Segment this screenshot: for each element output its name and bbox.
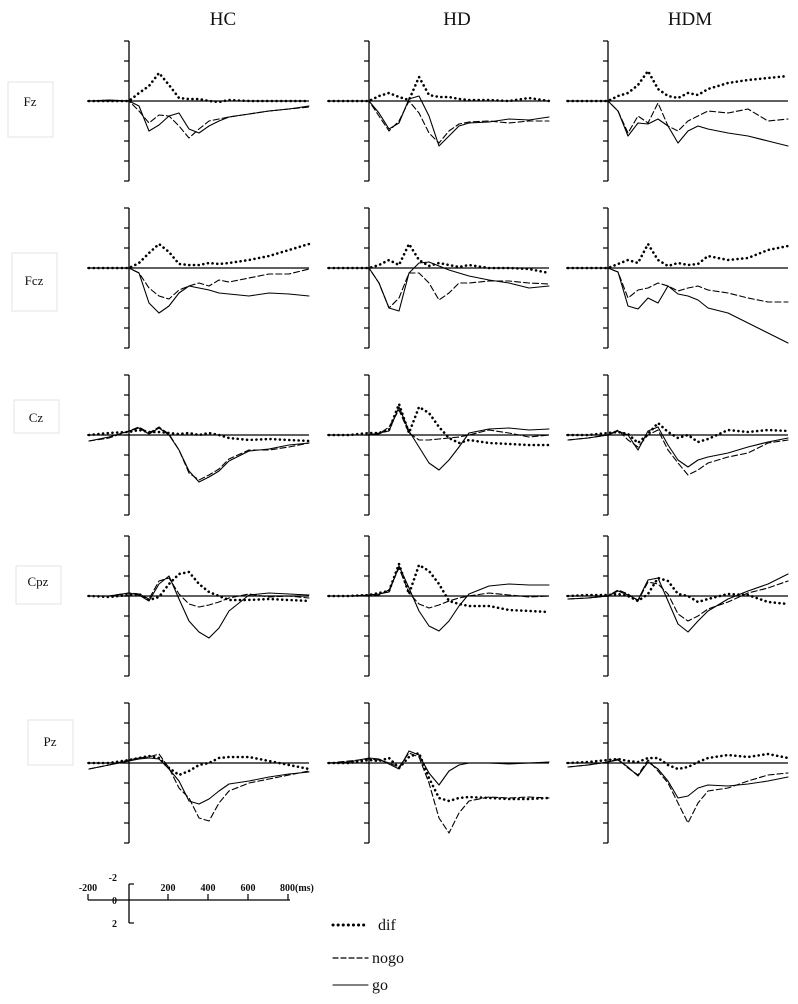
- panel-grid: [87, 40, 790, 844]
- row-label-fz: Fz: [7, 81, 54, 138]
- trace-nogo-fz-hdm: [567, 100, 789, 134]
- legend: dif nogo go: [331, 917, 404, 994]
- scale-x-label: 600: [241, 883, 256, 894]
- trace-dif-fz-hdm: [566, 69, 790, 103]
- row-label-pz-text: Pz: [44, 734, 57, 749]
- trace-go-pz-hd: [328, 750, 550, 786]
- trace-go-fcz-hc: [88, 267, 310, 314]
- row-label-fz-text: Fz: [24, 94, 37, 109]
- trace-nogo-fcz-hd: [328, 267, 550, 309]
- trace-dif-cz-hdm: [566, 421, 790, 445]
- panel-fz-hc: [87, 40, 311, 182]
- legend-label-nogo: nogo: [372, 950, 404, 967]
- trace-dif-pz-hc: [87, 754, 311, 777]
- panel-fcz-hc: [87, 207, 311, 349]
- trace-dif-pz-hd: [327, 751, 551, 803]
- panel-fz-hd: [327, 40, 551, 182]
- row-label-pz: Pz: [27, 719, 74, 766]
- trace-dif-fcz-hd: [327, 242, 551, 275]
- trace-dif-fcz-hc: [87, 242, 311, 270]
- trace-go-fz-hc: [88, 99, 310, 134]
- panel-pz-hdm: [566, 702, 790, 844]
- panel-fz-hdm: [566, 40, 790, 182]
- panel-pz-hd: [327, 702, 551, 844]
- trace-go-cz-hc: [88, 427, 310, 483]
- panel-fcz-hd: [327, 207, 551, 349]
- trace-nogo-fcz-hdm: [567, 267, 789, 303]
- trace-go-cpz-hdm: [567, 573, 789, 633]
- panel-cpz-hdm: [566, 535, 790, 677]
- trace-nogo-cz-hdm: [567, 429, 789, 476]
- trace-dif-cpz-hdm: [566, 576, 790, 606]
- trace-nogo-fcz-hc: [88, 267, 310, 300]
- scale-bar: -200 200 400 600 800(ms) -2 0 2: [79, 873, 314, 930]
- trace-go-cz-hdm: [567, 426, 789, 468]
- scale-x-label: 800(ms): [280, 883, 314, 894]
- legend-label-dif: dif: [378, 917, 396, 934]
- scale-y-label: 2: [112, 919, 117, 930]
- panel-pz-hc: [87, 702, 311, 844]
- scale-x-label: 400: [201, 883, 216, 894]
- trace-go-pz-hdm: [567, 759, 789, 799]
- trace-go-fcz-hdm: [567, 267, 789, 344]
- trace-dif-cz-hc: [87, 428, 311, 443]
- trace-dif-fz-hc: [87, 71, 311, 104]
- row-label-fcz-text: Fcz: [25, 273, 44, 288]
- scale-x-label: -200: [79, 883, 97, 894]
- row-label-cz: Cz: [13, 399, 60, 434]
- trace-go-fcz-hd: [328, 261, 550, 312]
- panel-cz-hc: [87, 374, 311, 516]
- trace-nogo-cpz-hd: [328, 567, 550, 609]
- trace-dif-cpz-hc: [87, 570, 311, 603]
- trace-nogo-fz-hd: [328, 100, 550, 144]
- trace-dif-pz-hdm: [566, 752, 790, 771]
- trace-nogo-cz-hd: [328, 409, 550, 441]
- trace-nogo-pz-hc: [88, 753, 310, 822]
- trace-go-fz-hd: [328, 95, 550, 147]
- panel-cpz-hc: [87, 535, 311, 677]
- row-label-cpz-text: Cpz: [28, 574, 49, 589]
- scale-y-label: -2: [109, 873, 117, 884]
- trace-go-fz-hdm: [567, 100, 789, 147]
- trace-dif-fcz-hdm: [566, 242, 790, 270]
- scale-y-label: 0: [112, 896, 117, 907]
- trace-go-cpz-hc: [88, 575, 310, 639]
- row-label-cz-text: Cz: [29, 410, 44, 425]
- trace-nogo-pz-hd: [328, 752, 550, 834]
- column-title-hc: HC: [210, 9, 236, 30]
- trace-dif-fz-hd: [327, 75, 551, 103]
- panel-fcz-hdm: [566, 207, 790, 349]
- trace-go-cpz-hd: [328, 565, 550, 632]
- trace-nogo-fz-hc: [88, 100, 310, 139]
- column-title-hd: HD: [443, 9, 470, 30]
- trace-dif-cpz-hd: [327, 562, 551, 614]
- scale-x-label: 200: [161, 883, 176, 894]
- panel-cz-hd: [327, 374, 551, 516]
- trace-nogo-cpz-hdm: [567, 580, 789, 622]
- trace-go-cz-hd: [328, 406, 550, 471]
- row-label-fcz: Fcz: [11, 252, 58, 312]
- trace-go-pz-hc: [88, 757, 310, 805]
- legend-label-go: go: [372, 977, 388, 994]
- panel-cz-hdm: [566, 374, 790, 516]
- trace-dif-cz-hd: [327, 402, 551, 447]
- column-title-hdm: HDM: [668, 9, 712, 30]
- panel-cpz-hd: [327, 535, 551, 677]
- row-label-cpz: Cpz: [15, 565, 62, 605]
- trace-nogo-cpz-hc: [88, 577, 310, 608]
